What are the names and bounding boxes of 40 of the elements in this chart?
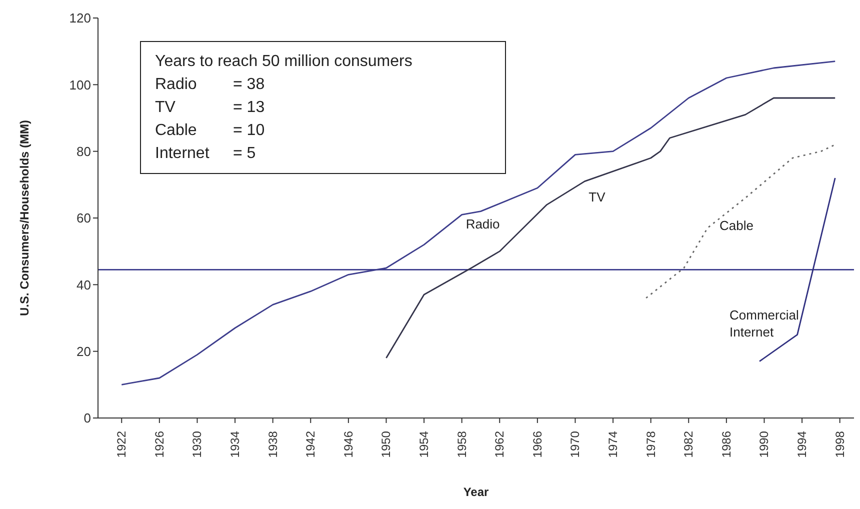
x-tick-label: 1922 xyxy=(114,430,129,458)
annotation: Years to reach 50 million consumers xyxy=(155,52,414,72)
y-tick-label: 0 xyxy=(84,410,91,426)
series-label: Cable xyxy=(720,218,754,233)
x-tick-label: 1938 xyxy=(266,430,280,458)
y-tick-label: 100 xyxy=(69,77,91,92)
y-tick-label: 120 xyxy=(69,10,91,26)
x-tick-label: 1958 xyxy=(454,430,469,458)
x-tick-label: 1974 xyxy=(606,430,620,458)
series-label: Radio xyxy=(466,216,500,232)
x-tick-label: 1994 xyxy=(795,430,810,458)
x-tick-label: 1986 xyxy=(719,430,734,458)
y-tick-label: 20 xyxy=(76,344,91,359)
text: Radio = 38 xyxy=(155,76,265,93)
y-tick-label: 60 xyxy=(76,210,91,226)
x-tick-label: 1942 xyxy=(304,430,318,458)
x-axis-title: Year xyxy=(463,485,490,499)
x-tick-label: 1946 xyxy=(341,430,356,458)
x-tick-label: 1978 xyxy=(644,430,658,458)
x-tick-label: 1966 xyxy=(530,430,544,458)
text: Internet = 5 xyxy=(155,145,256,162)
y-tick-label: 80 xyxy=(76,144,91,159)
x-tick-label: 1970 xyxy=(568,430,582,458)
x-tick-label: 1982 xyxy=(682,430,696,458)
text: Cable = 10 xyxy=(155,122,265,139)
x-tick-label: 1962 xyxy=(492,430,507,458)
x-tick-label: 1926 xyxy=(152,430,166,458)
y-tick-label: 40 xyxy=(76,277,91,292)
x-tick-label: 1934 xyxy=(228,430,242,458)
y-axis-title: U.S. Consumers/Households (MM) xyxy=(17,120,32,316)
x-tick-label: 1990 xyxy=(757,430,772,458)
x-tick-label: 1998 xyxy=(832,430,847,458)
series-label: TV xyxy=(588,189,606,204)
x-tick-label: 1954 xyxy=(417,430,432,458)
x-tick-label: 1930 xyxy=(190,430,204,458)
x-tick-label: 1950 xyxy=(379,430,394,458)
series-label: Commercial Internet xyxy=(730,307,799,340)
text: TV = 13 xyxy=(155,99,265,116)
line-series xyxy=(386,97,836,359)
line-series xyxy=(645,144,836,299)
